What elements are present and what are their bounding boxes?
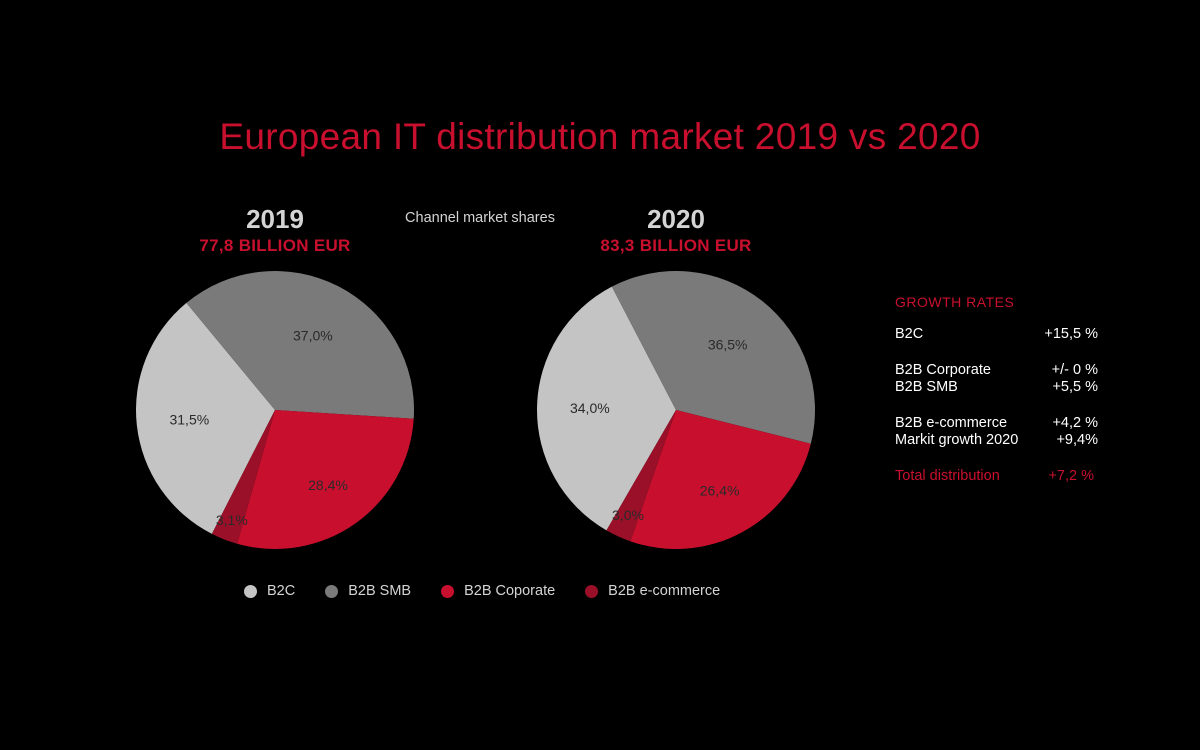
pie-slice-b2b-ecommerce [211, 410, 275, 544]
slice-label-b2b-smb: 36,5% [708, 337, 748, 353]
slice-label-b2c: 31,5% [169, 411, 209, 427]
legend-swatch-b2b-corporate [441, 584, 455, 598]
pie-2020: 34,0% 36,5% 26,4% 3,0% [537, 271, 816, 549]
legend-label-b2c: B2C [267, 583, 296, 599]
legend-item-b2b-corporate: B2B Coporate [441, 583, 555, 599]
growth-rates-panel: GROWTH RATES B2C +15,5 % B2B Corporate +… [895, 294, 1105, 485]
growth-row-b2b-corporate: B2B Corporate +/- 0 % [895, 362, 1098, 379]
legend-item-b2b-ecommerce: B2B e-commerce [585, 583, 720, 599]
growth-label: B2C [895, 326, 924, 342]
legend-swatch-b2b-ecommerce [585, 584, 599, 598]
slice-label-b2b-ecommerce: 3,0% [612, 507, 644, 523]
pie-slice-b2b-smb [611, 271, 816, 444]
page-title: European IT distribution market 2019 vs … [219, 116, 981, 157]
chart-2020-total: 83,3 BILLION EUR [600, 236, 752, 255]
pie-slice-b2c [537, 286, 676, 531]
slice-label-b2b-corporate: 28,4% [308, 477, 348, 493]
growth-row-b2b-smb: B2B SMB +5,5 % [895, 379, 1098, 396]
pie-slice-b2c [136, 302, 275, 534]
pie-slice-b2b-ecommerce [606, 410, 676, 542]
legend-label-b2b-smb: B2B SMB [348, 583, 412, 599]
growth-label: Markit growth 2020 [895, 432, 1019, 448]
growth-value: +7,2 % [1048, 468, 1094, 484]
pie-slice-b2b-corporate [237, 410, 414, 549]
growth-label: B2B SMB [895, 379, 958, 395]
growth-label: B2B Corporate [895, 362, 991, 378]
slice-label-b2b-corporate: 26,4% [700, 483, 740, 499]
legend-label-b2b-ecommerce: B2B e-commerce [608, 583, 721, 599]
slice-label-b2c: 34,0% [570, 400, 610, 416]
legend: B2C B2B SMB B2B Coporate B2B e-commerce [244, 581, 750, 601]
growth-row-b2c: B2C +15,5 % [895, 326, 1098, 343]
growth-row-total: Total distribution +7,2 % [895, 468, 1094, 485]
chart-subtitle: Channel market shares [405, 210, 555, 226]
growth-row-market-2020: Markit growth 2020 +9,4% [895, 432, 1098, 449]
chart-2020-title: 2020 [647, 204, 705, 234]
growth-label: Total distribution [895, 468, 1000, 484]
growth-value: +9,4% [1056, 432, 1098, 448]
legend-label-b2b-corporate: B2B Coporate [464, 583, 556, 599]
growth-rates-title: GROWTH RATES [895, 294, 1015, 310]
pie-slice-b2b-corporate [630, 410, 811, 549]
growth-value: +4,2 % [1052, 415, 1098, 431]
legend-swatch-b2b-smb [325, 584, 339, 598]
chart-2019-total: 77,8 BILLION EUR [199, 236, 351, 255]
pie-slice-b2b-smb [186, 271, 414, 419]
chart-2019-title: 2019 [246, 204, 304, 234]
slice-label-b2b-ecommerce: 3,1% [216, 512, 248, 528]
growth-row-b2b-ecommerce: B2B e-commerce +4,2 % [895, 415, 1098, 432]
legend-item-b2c: B2C [244, 583, 295, 599]
growth-value: +5,5 % [1052, 379, 1098, 395]
growth-value: +/- 0 % [1051, 362, 1098, 378]
growth-label: B2B e-commerce [895, 415, 1008, 431]
legend-swatch-b2c [244, 584, 257, 598]
legend-item-b2b-smb: B2B SMB [325, 583, 411, 599]
growth-value: +15,5 % [1044, 326, 1098, 342]
pie-2019: 31,5% 37,0% 28,4% 3,1% [136, 271, 414, 549]
slice-label-b2b-smb: 37,0% [293, 328, 333, 344]
